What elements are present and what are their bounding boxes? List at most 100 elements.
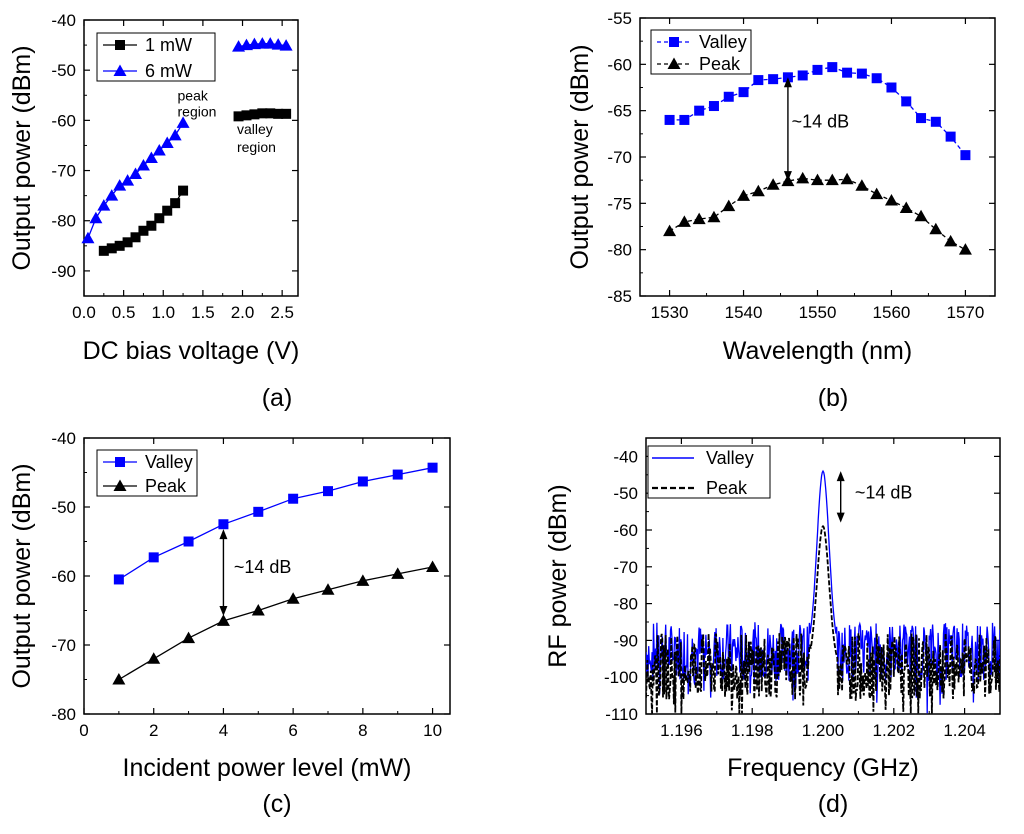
y-tick-label-d: -60 [613,521,638,540]
data-point-a-1 [105,189,119,201]
data-point-b-0 [856,68,867,79]
data-point-c-1 [286,592,300,604]
y-tick-label-a: -50 [51,61,76,80]
data-point-b-0 [768,74,779,85]
panel-c: 0 2 4 6 8 10 -80 -70 -60 -50 -40 Incident power lev… [8,429,451,818]
x-tick-label-b: 1560 [873,303,911,322]
x-tick-label-c: 0 [79,721,88,740]
y-tick-label-a: -40 [51,11,76,30]
data-point-a-0 [249,109,260,120]
y-tick-label-b: -75 [607,194,632,213]
data-point-c-0 [357,476,368,487]
series-line-b-1 [669,177,966,251]
data-point-a-1 [89,211,103,224]
y-axis-label-a: Output power (dBm) [8,45,36,270]
panel-label-a: (a) [262,384,293,412]
data-point-a-0 [265,108,276,119]
data-point-b-1 [751,184,765,197]
data-point-b-0 [664,114,675,125]
legend-label-d: Valley [706,448,754,468]
series-line-b-0 [669,66,966,156]
y-tick-label-d: -70 [613,558,638,577]
data-point-b-0 [945,131,956,142]
data-point-c-1 [112,673,126,685]
legend-label-c: Valley [145,452,193,472]
data-point-b-0 [916,113,927,124]
legend-box-c [96,449,198,497]
y-tick-label-a: -70 [51,162,76,181]
data-point-b-1 [914,209,928,222]
y-tick-label-a: -80 [51,212,76,231]
panel-label-d: (d) [818,790,849,818]
data-point-b-0 [827,62,838,73]
x-tick-label-c: 10 [423,721,442,740]
y-tick-label-b: -80 [607,241,632,260]
data-point-b-0 [960,150,971,161]
legend-label-d: Peak [706,478,748,498]
x-tick-label-c: 6 [288,721,297,740]
data-point-a-0 [146,220,157,231]
data-point-b-0 [930,116,941,127]
data-point-a-0 [138,225,149,236]
data-point-a-0 [130,232,141,243]
legend-marker-b [669,37,679,47]
data-point-b-1 [825,173,839,186]
data-point-a-1 [144,151,158,163]
y-tick-label-c: -60 [51,567,76,586]
x-axis-label-c: Incident power level (mW) [123,754,412,782]
data-point-a-0 [154,213,165,224]
data-point-a-1 [263,37,277,49]
data-point-a-1 [97,199,111,211]
data-point-b-1 [855,179,869,191]
data-point-a-1 [279,39,293,51]
data-point-c-1 [391,567,405,579]
data-point-c-0 [148,552,159,563]
annotation-a: valley [237,121,273,137]
data-point-b-1 [677,215,691,227]
data-point-b-1 [958,243,972,255]
x-tick-label-a: 0.5 [112,303,136,322]
data-point-b-1 [766,178,780,190]
legend-box-b [650,29,752,75]
data-point-b-0 [901,96,912,107]
annotation-c: ~14 dB [234,557,292,577]
data-point-b-0 [797,70,808,81]
data-point-a-1 [129,167,143,180]
data-point-a-0 [273,108,284,119]
legend-label-a: 1 mW [145,35,192,55]
data-point-a-0 [98,245,109,256]
data-point-a-1 [81,231,95,244]
data-point-b-1 [796,171,810,184]
series-line-c-0 [118,467,433,581]
arrow-head-down-c [219,606,228,617]
y-tick-label-d: -40 [613,447,638,466]
data-point-c-1 [321,583,335,595]
legend-label-a: 6 mW [145,61,192,81]
data-point-a-1 [176,116,190,128]
legend-marker-c [113,479,127,491]
x-tick-label-d: 1.202 [873,721,916,740]
data-point-c-1 [216,614,230,626]
legend-marker-a [113,64,127,76]
plot-frame-a [83,19,299,297]
data-point-b-1 [840,172,854,185]
y-tick-label-d: -80 [613,595,638,614]
x-tick-label-b: 1540 [725,303,763,322]
legend-box-d [647,445,771,499]
data-point-b-1 [884,194,898,206]
x-tick-label-a: 2.5 [270,303,294,322]
y-tick-label-a: -90 [51,262,76,281]
data-point-c-1 [426,560,440,573]
data-point-c-1 [147,652,161,664]
x-tick-label-c: 2 [149,721,158,740]
data-point-a-1 [152,143,166,156]
data-point-b-1 [663,224,677,237]
y-tick-label-a: -60 [51,111,76,130]
annotation-a: region [237,139,276,155]
legend-marker-a [115,40,125,50]
data-point-a-1 [113,179,127,191]
data-point-a-0 [257,108,268,119]
annotation-d: ~14 dB [855,483,913,503]
legend-label-b: Peak [699,54,741,74]
